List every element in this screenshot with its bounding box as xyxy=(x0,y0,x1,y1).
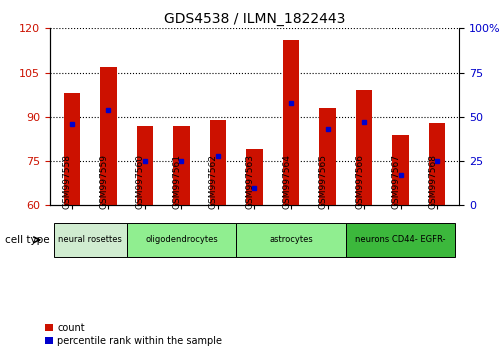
Text: GSM997562: GSM997562 xyxy=(209,154,218,209)
Text: GSM997567: GSM997567 xyxy=(392,154,401,209)
Text: neural rosettes: neural rosettes xyxy=(58,235,122,244)
Bar xyxy=(319,108,336,205)
Bar xyxy=(173,126,190,205)
Text: GSM997565: GSM997565 xyxy=(318,154,327,209)
Text: neurons CD44- EGFR-: neurons CD44- EGFR- xyxy=(355,235,446,244)
Text: oligodendrocytes: oligodendrocytes xyxy=(145,235,218,244)
Text: astrocytes: astrocytes xyxy=(269,235,313,244)
Bar xyxy=(356,90,372,205)
Legend: count, percentile rank within the sample: count, percentile rank within the sample xyxy=(45,323,223,346)
Text: GSM997560: GSM997560 xyxy=(136,154,145,209)
Text: cell type: cell type xyxy=(5,235,49,245)
Text: GSM997558: GSM997558 xyxy=(63,154,72,209)
Bar xyxy=(63,93,80,205)
Bar xyxy=(392,135,409,205)
Text: GSM997559: GSM997559 xyxy=(99,154,108,209)
Bar xyxy=(210,120,226,205)
Bar xyxy=(247,149,262,205)
Text: GSM997561: GSM997561 xyxy=(173,154,182,209)
Bar xyxy=(429,123,446,205)
Text: GSM997568: GSM997568 xyxy=(428,154,437,209)
Title: GDS4538 / ILMN_1822443: GDS4538 / ILMN_1822443 xyxy=(164,12,345,26)
Bar xyxy=(283,40,299,205)
Bar xyxy=(100,67,117,205)
Text: GSM997564: GSM997564 xyxy=(282,154,291,209)
Text: GSM997566: GSM997566 xyxy=(355,154,364,209)
Bar xyxy=(137,126,153,205)
Text: GSM997563: GSM997563 xyxy=(246,154,254,209)
